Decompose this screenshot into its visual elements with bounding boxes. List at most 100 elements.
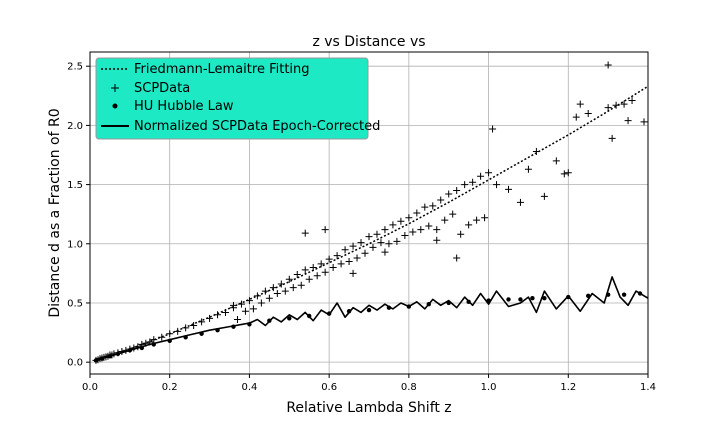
data-point-plus <box>421 203 429 211</box>
data-point-plus <box>206 314 214 322</box>
data-point-dot <box>506 297 511 302</box>
data-point-plus <box>449 210 457 218</box>
data-point-plus <box>560 170 568 178</box>
legend: Friedmann-Lemaitre Fitting SCPData HU Hu… <box>95 57 380 140</box>
x-tick-label: 0.0 <box>82 382 98 393</box>
data-point-plus <box>457 230 465 238</box>
data-point-plus <box>321 226 329 234</box>
data-point-plus <box>166 330 174 338</box>
data-point-plus <box>325 255 333 263</box>
data-point-plus <box>293 271 301 279</box>
y-tick-label: 0.0 <box>67 358 83 369</box>
data-point-plus <box>245 297 253 305</box>
data-point-dot <box>518 297 523 302</box>
data-point-plus <box>397 217 405 225</box>
data-point-dot <box>530 296 535 301</box>
data-point-plus <box>265 294 273 302</box>
legend-box <box>95 57 369 140</box>
data-point-plus <box>485 169 493 177</box>
data-point-plus <box>174 327 182 335</box>
plot-series <box>92 61 648 364</box>
data-point-plus <box>233 316 241 324</box>
data-point-plus <box>413 209 421 217</box>
x-axis-title: Relative Lambda Shift z <box>286 400 451 416</box>
data-point-dot <box>621 292 627 297</box>
data-point-plus <box>357 239 365 247</box>
y-tick-label: 0.5 <box>67 298 83 309</box>
x-tick-label: 1.2 <box>560 382 576 393</box>
x-tick-label: 0.8 <box>401 382 417 393</box>
data-point-plus <box>620 100 628 108</box>
data-point-dot <box>366 307 372 313</box>
data-point-plus <box>261 287 269 295</box>
data-point-plus <box>273 290 281 297</box>
legend-swatch-dot-marker <box>112 103 118 109</box>
x-tick-label: 0.2 <box>162 382 178 393</box>
data-point-plus <box>532 147 540 155</box>
normalized-line <box>95 276 648 362</box>
data-point-plus <box>429 202 437 210</box>
data-point-plus <box>241 307 249 315</box>
data-point-plus <box>505 185 512 193</box>
y-tick-label: 1.0 <box>67 239 83 250</box>
data-point-plus <box>301 266 309 274</box>
data-point-plus <box>305 275 313 283</box>
legend-label: Normalized SCPData Epoch-Corrected <box>134 119 380 134</box>
data-point-plus <box>524 165 532 173</box>
data-point-plus <box>349 269 357 277</box>
data-point-plus <box>584 110 592 118</box>
data-point-plus <box>269 284 277 292</box>
data-point-dot <box>542 296 547 301</box>
plot-frame <box>89 51 649 375</box>
data-point-plus <box>572 113 580 121</box>
x-tick-label: 1.4 <box>640 382 656 393</box>
data-point-plus <box>345 258 353 266</box>
data-point-plus <box>277 280 285 288</box>
y-axis-title: Distance d as a Fraction of R0 <box>47 108 63 317</box>
data-point-plus <box>409 228 417 236</box>
data-point-plus <box>445 190 453 198</box>
data-point-plus <box>361 249 369 257</box>
x-tick-label: 0.6 <box>321 382 337 393</box>
data-point-plus <box>229 301 237 309</box>
data-point-plus <box>373 230 381 238</box>
data-point-plus <box>150 336 158 344</box>
data-point-plus <box>369 243 377 251</box>
data-point-plus <box>401 231 409 239</box>
x-axis-ticks: 0.0 0.2 0.4 0.6 0.8 1.0 1.2 1.4 <box>82 374 656 393</box>
data-point-plus <box>289 284 297 292</box>
data-point-plus <box>377 239 385 247</box>
y-tick-label: 2.5 <box>67 62 83 73</box>
data-point-plus <box>353 254 361 262</box>
data-point-plus <box>628 97 636 105</box>
data-point-plus <box>493 181 501 189</box>
data-point-plus <box>469 178 477 186</box>
series-solid-line <box>95 276 648 362</box>
data-point-plus <box>222 308 230 316</box>
data-point-plus <box>441 216 449 224</box>
data-point-plus <box>453 187 461 195</box>
data-point-plus <box>433 226 441 234</box>
y-axis-ticks: 0.0 0.5 1.0 1.5 2.0 2.5 <box>67 62 90 369</box>
data-point-dot <box>287 316 292 321</box>
chart-title: z vs Distance vs <box>312 34 425 50</box>
x-tick-label: 0.4 <box>241 382 257 393</box>
data-point-plus <box>253 292 261 300</box>
data-point-plus <box>612 101 620 109</box>
data-point-plus <box>285 275 293 283</box>
data-point-plus <box>465 221 473 229</box>
data-point-plus <box>564 169 572 177</box>
data-point-plus <box>365 233 373 241</box>
data-point-plus <box>317 260 325 268</box>
data-point-plus <box>309 263 317 271</box>
data-point-plus <box>389 221 397 229</box>
data-point-plus <box>604 61 612 69</box>
data-point-plus <box>417 226 425 234</box>
grid <box>89 52 649 374</box>
data-point-plus <box>214 311 222 319</box>
data-point-plus <box>516 198 524 206</box>
legend-swatch-plus-marker <box>111 84 119 92</box>
data-point-plus <box>489 125 497 133</box>
data-point-plus <box>297 281 305 289</box>
